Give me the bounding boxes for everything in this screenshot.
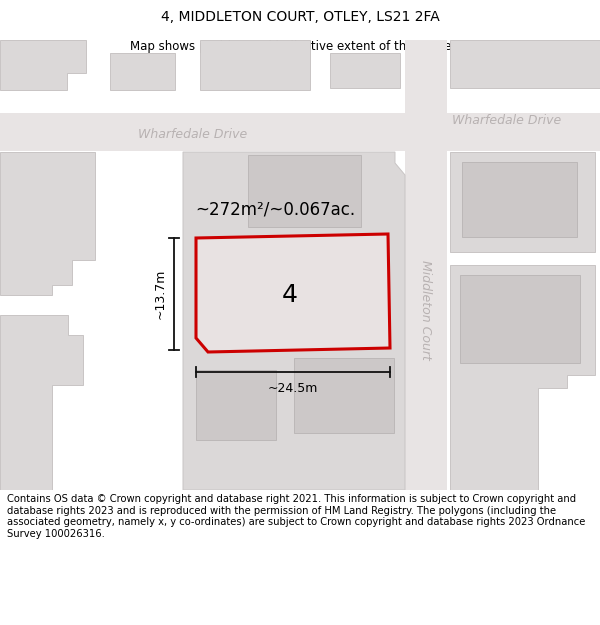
Bar <box>196 370 276 440</box>
Bar <box>450 152 595 252</box>
Polygon shape <box>0 152 95 295</box>
Bar <box>450 40 600 88</box>
Text: Contains OS data © Crown copyright and database right 2021. This information is : Contains OS data © Crown copyright and d… <box>7 494 586 539</box>
Text: Wharfedale Drive: Wharfedale Drive <box>452 114 562 126</box>
Text: ~24.5m: ~24.5m <box>268 381 318 394</box>
Text: Map shows position and indicative extent of the property.: Map shows position and indicative extent… <box>130 40 470 52</box>
Bar <box>294 358 394 433</box>
Bar <box>460 275 580 363</box>
Polygon shape <box>0 315 83 490</box>
Text: 4: 4 <box>282 283 298 307</box>
Text: ~13.7m: ~13.7m <box>154 269 167 319</box>
Bar <box>462 162 577 237</box>
Polygon shape <box>330 53 400 88</box>
Bar <box>405 40 447 490</box>
Bar <box>110 53 175 90</box>
Text: 4, MIDDLETON COURT, OTLEY, LS21 2FA: 4, MIDDLETON COURT, OTLEY, LS21 2FA <box>161 9 439 24</box>
Polygon shape <box>0 40 86 90</box>
Polygon shape <box>450 265 595 490</box>
Text: ~272m²/~0.067ac.: ~272m²/~0.067ac. <box>195 201 355 219</box>
Polygon shape <box>196 234 390 352</box>
Text: Middleton Court: Middleton Court <box>419 260 431 360</box>
Text: Wharfedale Drive: Wharfedale Drive <box>139 127 248 141</box>
Bar <box>0 113 600 151</box>
Polygon shape <box>183 152 405 490</box>
Bar <box>200 40 310 90</box>
Bar <box>248 155 361 227</box>
